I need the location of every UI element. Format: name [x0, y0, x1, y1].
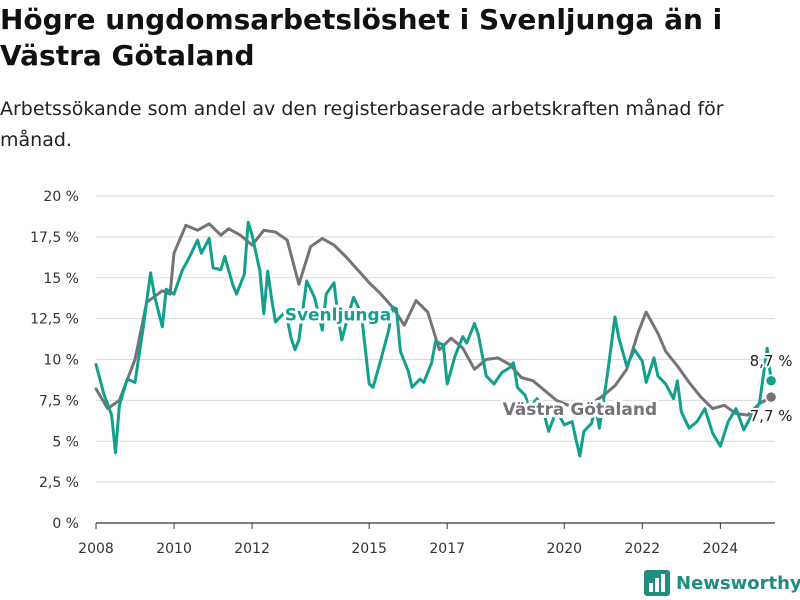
chart-subtitle: Arbetssökande som andel av den registerb…	[0, 98, 724, 151]
x-tick-label: 2024	[703, 541, 739, 557]
end-value-label: 7,7 %	[750, 407, 793, 425]
bar-chart-logo-icon	[644, 570, 670, 596]
y-tick-label: 2,5 %	[39, 475, 79, 491]
y-tick-label: 0 %	[52, 516, 79, 532]
brand-name: Newsworthy	[676, 572, 800, 594]
series-line-svenljunga	[94, 220, 773, 458]
x-tick-label: 2017	[429, 541, 465, 557]
end-marker	[764, 390, 778, 404]
series-line-vastra-gotaland	[94, 222, 773, 417]
end-value-label: 8,7 %	[750, 352, 793, 370]
newsworthy-logo: Newsworthy	[644, 568, 800, 598]
y-tick-label: 12,5 %	[30, 312, 79, 328]
x-tick-label: 2010	[156, 541, 192, 557]
series-labels: Svenljunga Västra Götaland	[282, 302, 660, 423]
series-end-markers: 8,7 % 7,7 %	[748, 350, 795, 427]
end-marker	[764, 374, 778, 388]
x-axis: 2008 2010 2012 2015 2017 2020 2022 2024	[78, 522, 775, 557]
x-tick-label: 2020	[546, 541, 582, 557]
y-tick-label: 17,5 %	[30, 230, 79, 246]
y-tick-label: 5 %	[52, 434, 79, 450]
x-tick-label: 2015	[351, 541, 387, 557]
x-tick-label: 2008	[78, 541, 114, 557]
gridlines	[96, 195, 775, 483]
series-label: Västra Götaland	[503, 400, 658, 420]
series-lines	[94, 220, 773, 458]
y-axis-ticks: 0 % 2,5 % 5 % 7,5 % 10 % 12,5 % 15 % 17,5 % 20 %	[30, 189, 79, 532]
x-tick-label: 2022	[625, 541, 661, 557]
y-tick-label: 10 %	[43, 353, 79, 369]
chart-title: Högre ungdomsarbetslöshet i Svenljunga ä…	[0, 3, 723, 72]
y-tick-label: 20 %	[43, 189, 79, 205]
y-tick-label: 15 %	[43, 271, 79, 287]
y-tick-label: 7,5 %	[39, 393, 79, 409]
series-label: Svenljunga	[285, 305, 391, 325]
x-tick-label: 2012	[234, 541, 270, 557]
